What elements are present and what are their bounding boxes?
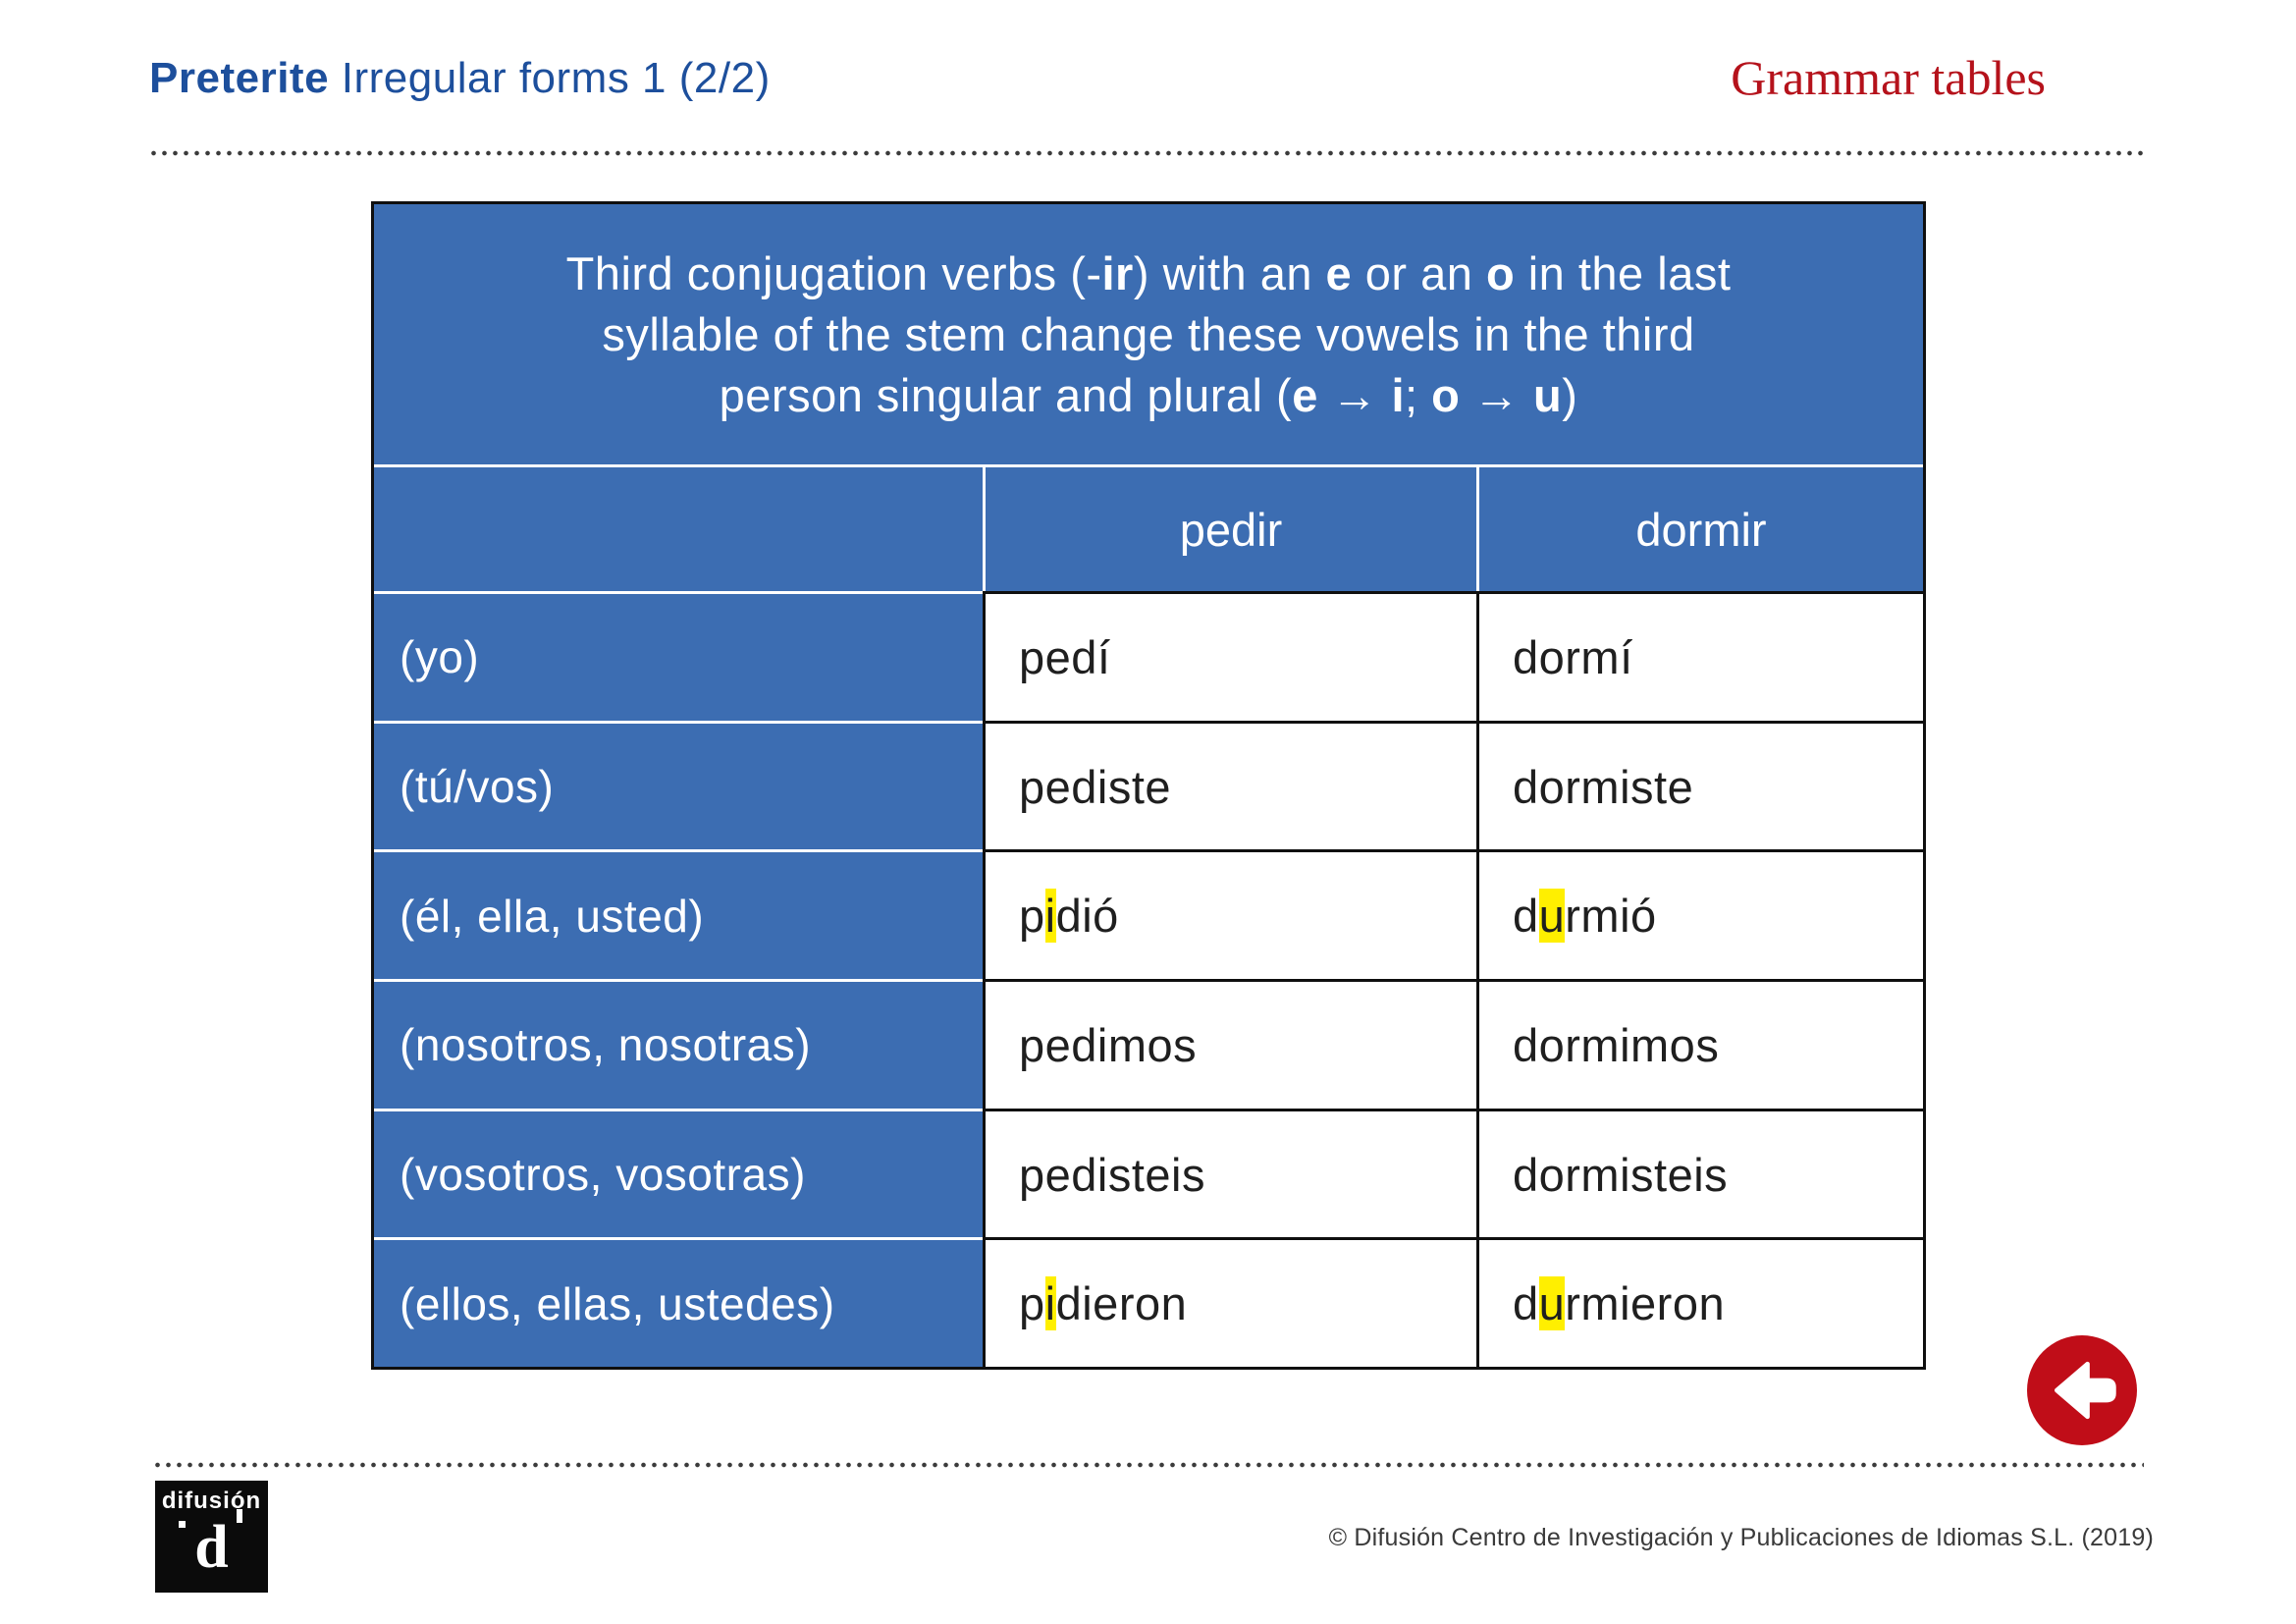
- verb-form-cell-dormir: d u rmió: [1476, 849, 1923, 980]
- text-segment: ir: [1101, 246, 1134, 299]
- highlighted-vowel: i: [1044, 1276, 1056, 1331]
- page-title-subtitle: Irregular forms 1 (2/2): [329, 54, 771, 102]
- text-segment: or an: [1352, 246, 1486, 299]
- pronoun-cell: (ellos, ellas, ustedes): [374, 1237, 983, 1367]
- text-segment: person singular and plural (: [719, 368, 1293, 421]
- verb-form-cell-dormir: dormí: [1476, 591, 1923, 721]
- section-label: Grammar tables: [1731, 50, 2046, 105]
- table-row: (tú/vos) pediste dormiste: [374, 720, 1923, 850]
- text-segment: pedí: [1019, 630, 1111, 683]
- table-corner-cell: [374, 467, 983, 591]
- text-segment: dieron: [1055, 1277, 1188, 1330]
- verb-form-cell-dormir: dormimos: [1476, 979, 1923, 1109]
- highlighted-vowel: i: [1044, 889, 1056, 944]
- text-segment: in the last: [1515, 246, 1732, 299]
- pronoun-cell: (yo): [374, 591, 983, 721]
- back-button[interactable]: [2026, 1335, 2138, 1445]
- text-segment: dió: [1055, 890, 1119, 943]
- table-row: (vosotros, vosotras) pedisteis dormisteis: [374, 1108, 1923, 1238]
- column-header-pedir: pedir: [983, 467, 1476, 591]
- conjugation-table: Third conjugation verbs (-ir) with an e …: [371, 201, 1926, 1370]
- text-segment: o → u: [1431, 368, 1563, 421]
- text-segment: e: [1325, 246, 1353, 299]
- bottom-dotted-divider: [152, 1462, 2144, 1468]
- top-dotted-divider: [148, 150, 2144, 156]
- highlighted-vowel: u: [1538, 889, 1566, 944]
- text-segment: syllable of the stem change these vowels…: [602, 307, 1695, 360]
- verb-form-cell-dormir: dormiste: [1476, 720, 1923, 850]
- text-segment: dormiste: [1513, 760, 1694, 813]
- difusion-logo-mark: d: [155, 1509, 268, 1578]
- pronoun-cell: (vosotros, vosotras): [374, 1108, 983, 1238]
- rule-description-line: person singular and plural (e → i; o → u…: [374, 365, 1923, 426]
- text-segment: pedimos: [1019, 1018, 1198, 1071]
- difusion-logo-wordmark: difusión: [161, 1488, 262, 1514]
- verb-form-cell-pedir: pediste: [983, 720, 1476, 850]
- text-segment: p: [1019, 1277, 1045, 1330]
- copyright-text: © Difusión Centro de Investigación y Pub…: [1328, 1524, 2154, 1551]
- text-segment: ): [1562, 368, 1578, 421]
- pronoun-cell: (él, ella, usted): [374, 849, 983, 979]
- table-header-row: pedir dormir: [374, 467, 1923, 591]
- text-segment: ) with an: [1133, 246, 1326, 299]
- text-segment: d: [1513, 890, 1539, 943]
- text-segment: pediste: [1019, 760, 1172, 813]
- table-body: (yo) pedí dormí (tú/vos) pediste dormiste (él,…: [374, 591, 1923, 1368]
- text-segment: rmió: [1565, 890, 1657, 943]
- verb-form-cell-pedir: pedimos: [983, 979, 1476, 1109]
- text-segment: d: [1513, 1277, 1539, 1330]
- table-row: (yo) pedí dormí: [374, 591, 1923, 721]
- text-segment: dormisteis: [1513, 1148, 1729, 1201]
- left-arrow-icon: [2026, 1335, 2138, 1445]
- verb-form-cell-pedir: p i dieron: [983, 1237, 1476, 1368]
- verb-form-cell-dormir: dormisteis: [1476, 1108, 1923, 1238]
- column-header-dormir: dormir: [1476, 467, 1923, 591]
- page-title: Preterite Irregular forms 1 (2/2): [149, 54, 771, 103]
- verb-form-cell-dormir: d u rmieron: [1476, 1237, 1923, 1368]
- text-segment: dormimos: [1513, 1018, 1720, 1071]
- difusion-logo: difusión d: [155, 1481, 268, 1593]
- table-row: (él, ella, usted) p i dió d u rmió: [374, 849, 1923, 980]
- table-row: (ellos, ellas, ustedes) p i dieron d u rmieron: [374, 1237, 1923, 1368]
- verb-form-cell-pedir: pedí: [983, 591, 1476, 721]
- rule-description: Third conjugation verbs (-ir) with an e …: [374, 204, 1923, 467]
- verb-form-cell-pedir: pedisteis: [983, 1108, 1476, 1238]
- text-segment: rmieron: [1565, 1277, 1726, 1330]
- pronoun-cell: (tú/vos): [374, 720, 983, 850]
- verb-form-cell-pedir: p i dió: [983, 849, 1476, 980]
- text-segment: ;: [1405, 368, 1432, 421]
- pronoun-cell: (nosotros, nosotras): [374, 979, 983, 1109]
- text-segment: Third conjugation verbs (-: [565, 246, 1102, 299]
- rule-description-line: Third conjugation verbs (-ir) with an e …: [374, 244, 1923, 304]
- text-segment: pedisteis: [1019, 1148, 1205, 1201]
- text-segment: o: [1485, 246, 1516, 299]
- highlighted-vowel: u: [1538, 1276, 1566, 1331]
- rule-description-line: syllable of the stem change these vowels…: [374, 304, 1923, 365]
- text-segment: p: [1019, 890, 1045, 943]
- text-segment: dormí: [1513, 630, 1633, 683]
- table-row: (nosotros, nosotras) pedimos dormimos: [374, 979, 1923, 1109]
- page-title-topic: Preterite: [149, 54, 330, 102]
- text-segment: e → i: [1292, 368, 1406, 421]
